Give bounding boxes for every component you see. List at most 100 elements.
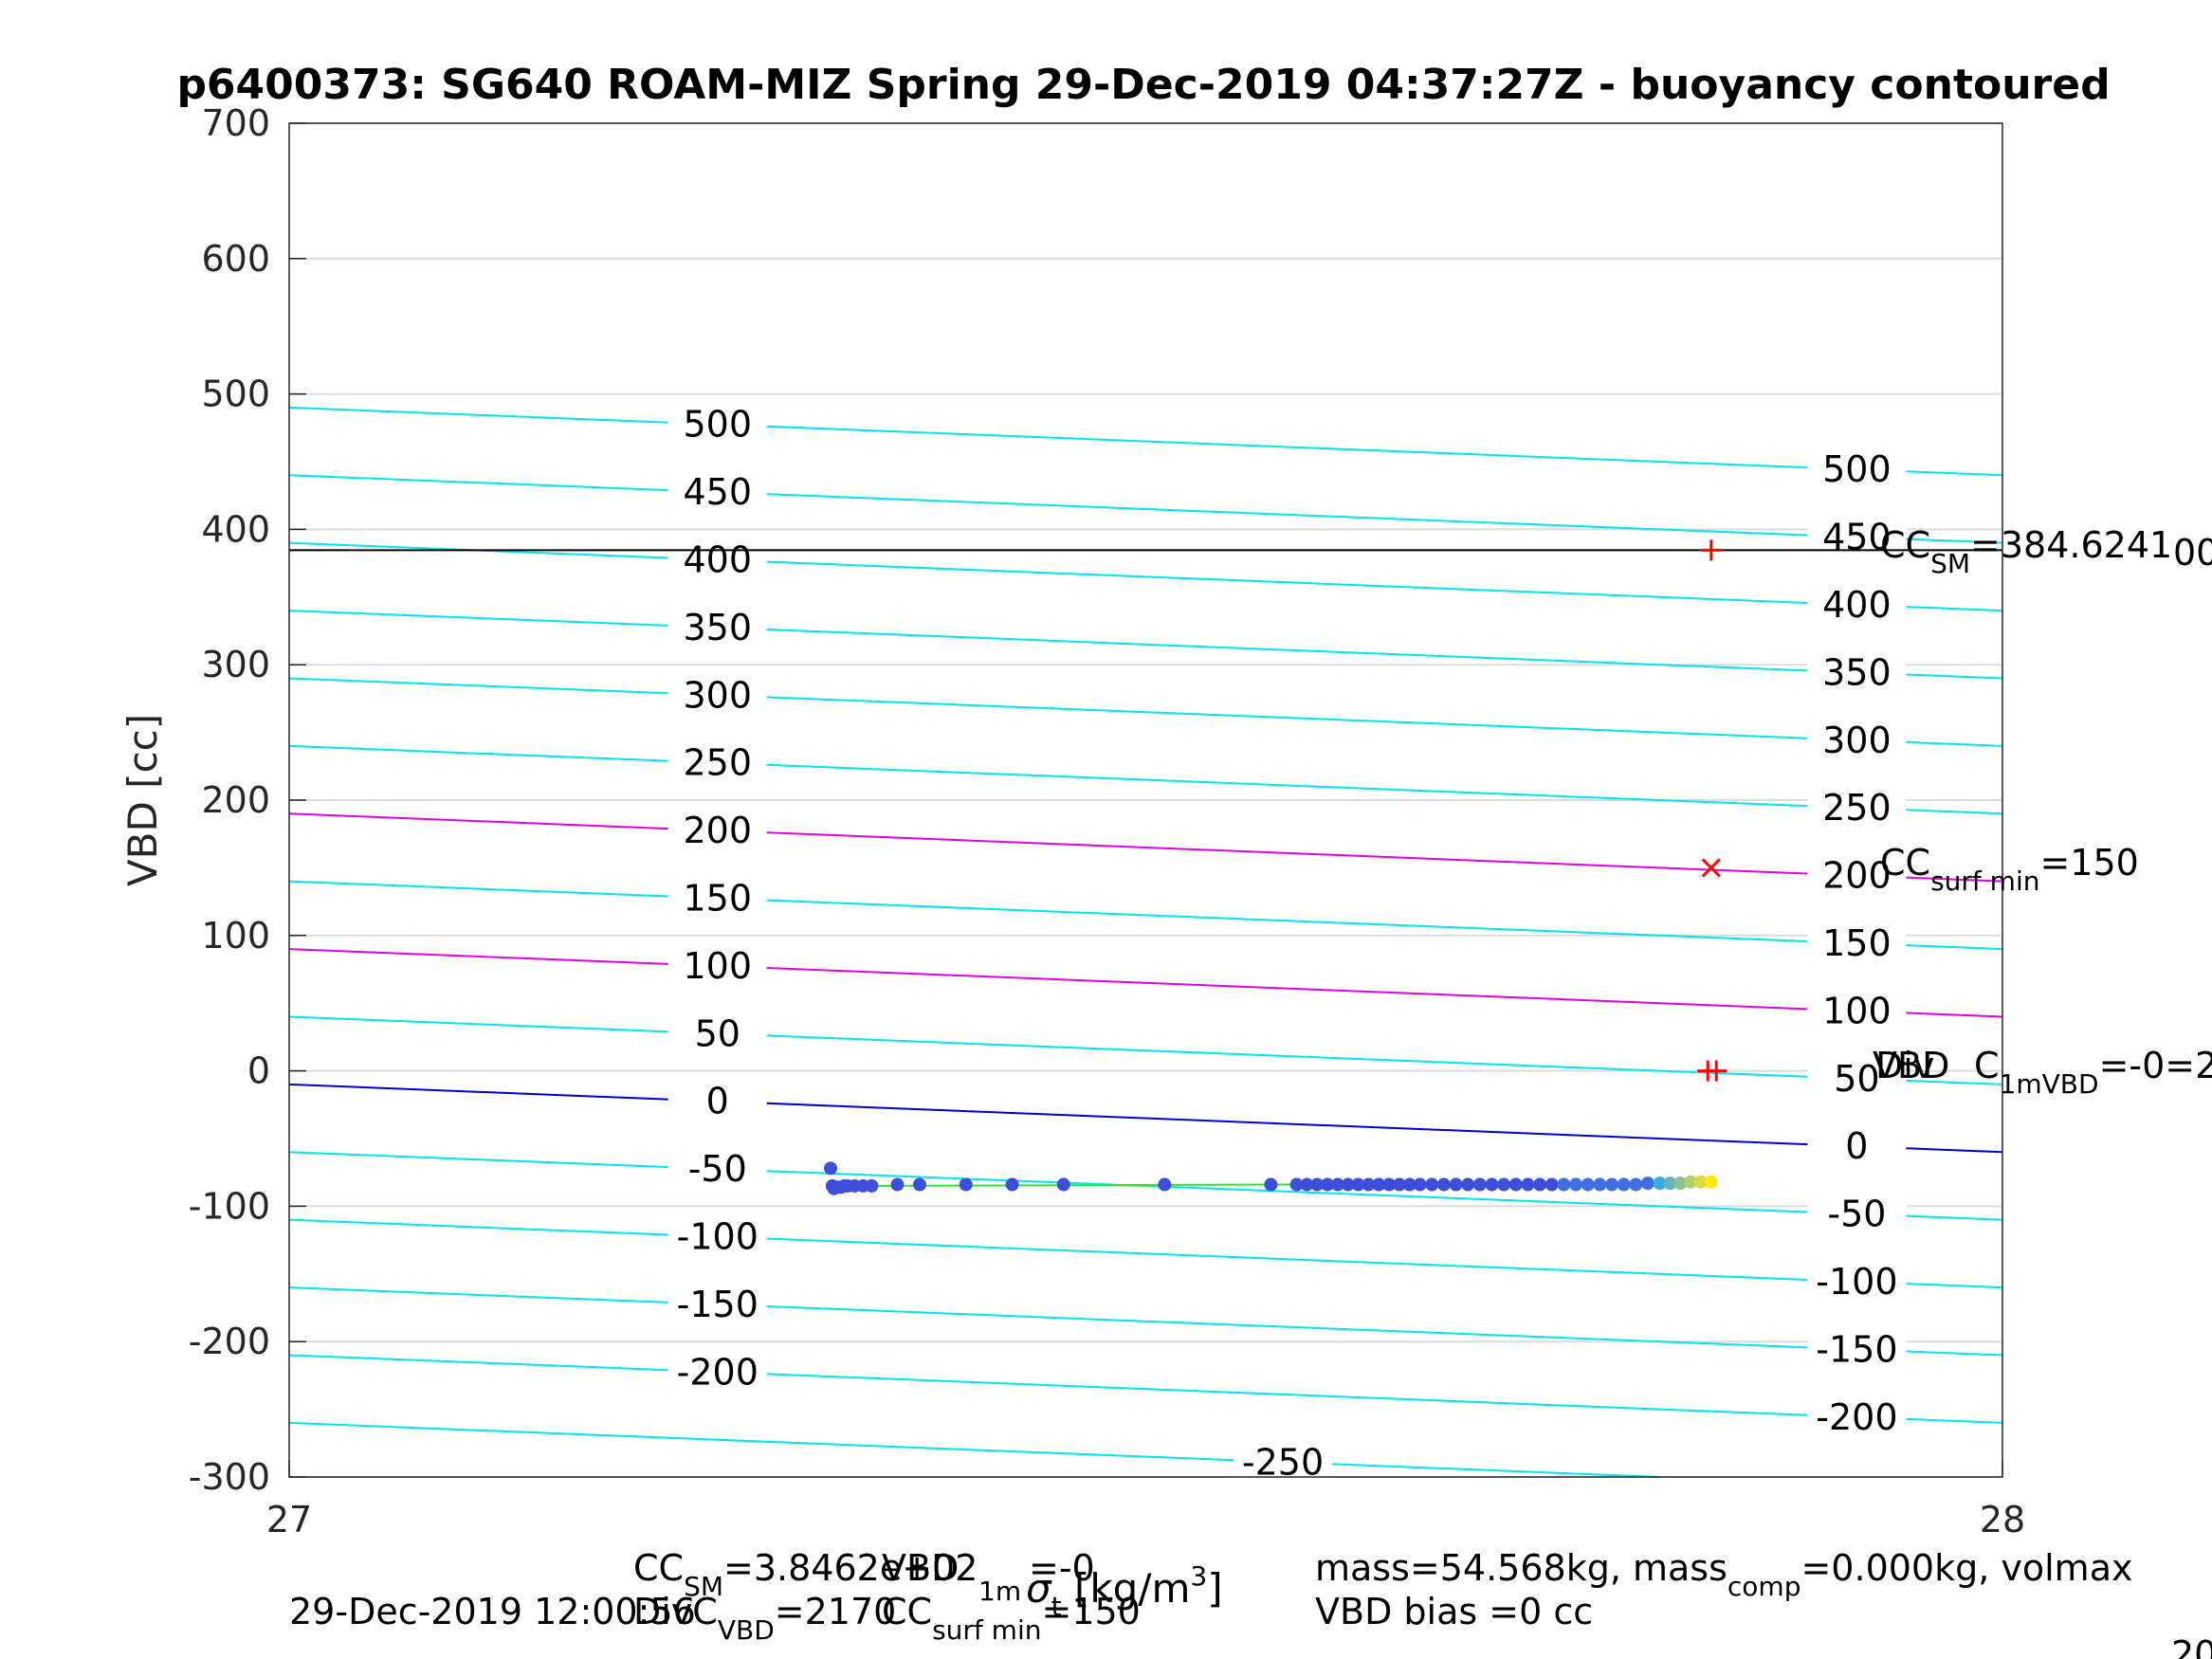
svg-text:VBD: VBD: [882, 1547, 959, 1589]
contour-label: -100: [677, 1216, 759, 1258]
data-point: [1485, 1177, 1499, 1192]
data-point: [1264, 1177, 1278, 1192]
contour-label: -100: [1816, 1261, 1897, 1303]
contour-label-bg: [1807, 852, 1907, 899]
data-point: [1533, 1177, 1547, 1192]
data-point: [1362, 1177, 1376, 1192]
cc-sm-annotation: CCSM=384.6241 00: [1880, 524, 2212, 579]
y-tick-label: 700: [201, 102, 270, 144]
data-point: [1436, 1177, 1451, 1192]
data-point: [1392, 1177, 1406, 1192]
contour-label: 350: [1822, 651, 1892, 693]
contour-line: [288, 1354, 2003, 1424]
contour-label-bg: [1807, 988, 1907, 1034]
contour-line: [288, 1151, 2003, 1221]
contour-labels: 5005004504504004003503503003002502502002…: [667, 401, 1907, 1486]
contour-label-bg: [667, 1078, 767, 1124]
contour-label-bg: [1807, 921, 1907, 967]
plus-marker: [1706, 1060, 1728, 1082]
data-point: [1593, 1177, 1607, 1192]
svg-text:1m: 1m: [978, 1576, 1021, 1607]
x-tick-label: 27: [266, 1499, 312, 1540]
data-point: [824, 1161, 838, 1176]
data-point: [1056, 1177, 1070, 1192]
plus-marker: [1700, 539, 1722, 561]
data-points: [824, 1161, 1718, 1195]
contour-line: [288, 406, 2003, 477]
contour-label: 400: [683, 539, 752, 581]
footer: CCSM=3.8462e+02 VBD =-0 1m σt [kg/m3] 29…: [289, 1547, 2212, 1659]
y-tick-label: 600: [201, 238, 270, 280]
data-point: [1704, 1175, 1718, 1189]
data-point: [1310, 1177, 1325, 1192]
data-point: [1372, 1177, 1386, 1192]
contour-label: 200: [683, 810, 752, 851]
contour-label: 100: [683, 945, 752, 987]
y-tick-label: -100: [189, 1185, 270, 1227]
svg-text:VBD: VBD: [1873, 1045, 1949, 1086]
data-point: [1629, 1177, 1643, 1192]
contour-label-bg: [667, 875, 767, 921]
contour-label: 250: [683, 742, 752, 784]
x-axis-label: σt [kg/m3]: [1026, 1560, 1223, 1622]
data-point: [890, 1177, 905, 1192]
svg-text:20: 20: [2171, 1633, 2212, 1659]
svg-text:29-Dec-2019 12:00:56: 29-Dec-2019 12:00:56: [289, 1591, 696, 1632]
contour-label-bg: [667, 672, 767, 719]
svg-text:CCSM=3.8462e+02: CCSM=3.8462e+02: [633, 1547, 978, 1602]
data-point: [1557, 1177, 1571, 1192]
contour-label-bg: [1807, 1191, 1907, 1237]
svg-text:Div: Div: [1875, 1045, 1934, 1086]
data-point: [1497, 1177, 1511, 1192]
cc-surf-min-annotation: CCsurf min=150: [1880, 842, 2139, 897]
contour-line: [288, 1286, 2003, 1357]
contour-label-bg: [1807, 1394, 1907, 1440]
contour-label: -150: [677, 1284, 759, 1325]
cross-marker: [1701, 858, 1721, 878]
contour-label-bg: [1807, 1326, 1907, 1373]
contour-label-bg: [667, 808, 767, 854]
data-point: [1425, 1177, 1439, 1192]
contour-label: -50: [1827, 1194, 1886, 1235]
contour-label-bg: [1807, 1259, 1907, 1305]
y-axis-label: VBD [cc]: [119, 714, 166, 886]
contour-line: [288, 1218, 2003, 1289]
y-tick-label: 500: [201, 374, 270, 415]
data-point: [1640, 1176, 1654, 1191]
contour-label-bg: [667, 604, 767, 650]
svg-text:C1mVBD=-0=2170: C1mVBD=-0=2170: [1974, 1045, 2212, 1100]
data-point: [1605, 1177, 1619, 1192]
contour-label-bg: [1807, 582, 1907, 629]
vbd-annotation: VBD Div C1mVBD=-0=2170: [1873, 1045, 2212, 1100]
contour-line: [288, 948, 2003, 1018]
contour-label: 150: [683, 878, 752, 920]
contour-label: 200: [1822, 855, 1892, 897]
contour-line: [288, 1421, 1660, 1478]
contour-label-bg: [667, 1281, 767, 1327]
y-tick-label: 100: [201, 915, 270, 957]
contour-label-bg: [667, 1213, 767, 1260]
y-tick-label: -300: [189, 1456, 270, 1498]
contour-label: 400: [1822, 584, 1892, 626]
contour-label-bg: [667, 1349, 767, 1395]
contour-label-bg: [667, 942, 767, 989]
data-point: [1693, 1175, 1708, 1189]
contour-label: -50: [688, 1148, 747, 1190]
contour-label: 50: [1834, 1058, 1879, 1100]
data-point: [1330, 1177, 1344, 1192]
data-point: [1684, 1175, 1698, 1189]
data-point: [1321, 1177, 1335, 1192]
chart-title: p6400373: SG640 ROAM-MIZ Spring 29-Dec-2…: [176, 61, 2110, 109]
data-point: [1341, 1177, 1355, 1192]
markers: [1697, 539, 1728, 1082]
y-tick-label: 400: [201, 508, 270, 550]
y-tick-label: -200: [189, 1321, 270, 1362]
contour-line: [288, 610, 2003, 680]
data-point: [1653, 1176, 1667, 1191]
contour-label-bg: [667, 1011, 767, 1057]
contour-label-bg: [1807, 447, 1907, 493]
contour-label: 450: [683, 471, 752, 513]
contour-label: 50: [695, 1012, 740, 1054]
contour-label-bg: [667, 537, 767, 583]
